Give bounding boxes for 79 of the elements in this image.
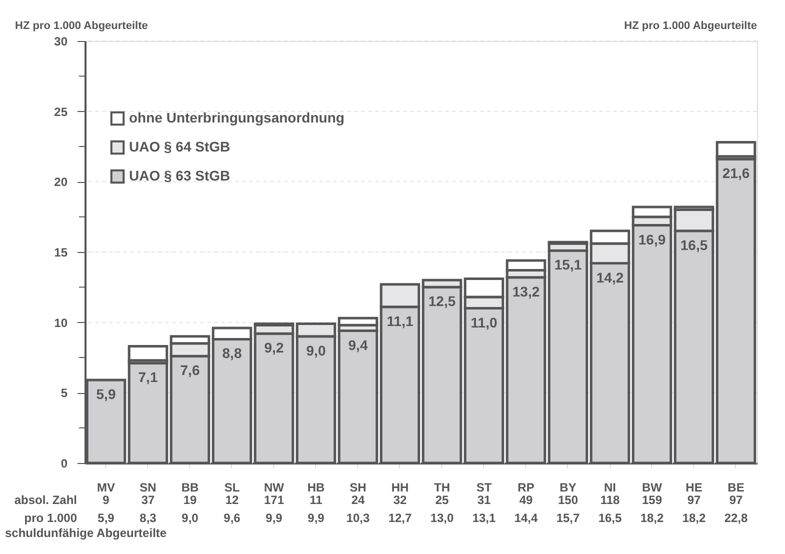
text: 12,7 [388,511,412,525]
text: 32 [393,493,407,507]
x-tick-label: BY [560,480,576,494]
x-tick-label: RP [518,480,534,494]
text: 16,5 [598,511,622,525]
x-tick-label: NI [604,480,616,494]
y2-axis-title: HZ pro 1.000 Abgeurteilte [624,20,757,32]
y-tick-label: 5 [60,386,68,400]
text: 37 [141,493,155,507]
text: 22,8 [724,511,748,525]
text: 9 [102,493,110,507]
data-label: 7,1 [138,369,158,386]
x-tick-label: TH [434,480,450,494]
data-label: 16,5 [680,236,708,253]
text: 9,0 [182,511,199,525]
text: pro 1.000 [24,511,78,525]
text: 118 [600,493,620,507]
y-tick-label: 0 [60,456,68,470]
text: 97 [729,493,743,507]
data-label: 11,0 [470,314,498,330]
data-label: 9,0 [306,342,326,358]
y-axis-title: HZ pro 1.000 Abgeurteilte [15,20,148,32]
text: 9,9 [266,511,283,525]
x-tick-label: SL [224,480,240,494]
text: 5,9 [98,511,115,525]
legend-label: UAO § 64 StGB [129,138,230,154]
data-label: 5,9 [96,386,116,402]
x-tick-label: BW [642,480,663,494]
data-label: 13,2 [512,283,540,300]
text: 11 [310,493,323,507]
text: 31 [477,493,491,507]
legend-label: UAO § 63 StGB [129,168,230,184]
text: 10,3 [346,511,370,525]
y-tick-label: 30 [54,34,68,48]
text: 9,9 [308,511,325,525]
text: absol. Zahl [14,493,77,507]
text: 25 [435,493,449,507]
data-label: 16,9 [638,231,666,248]
text: 18,2 [682,511,706,525]
y-tick-label: 20 [54,175,68,190]
text: 171 [264,493,284,507]
text: schuldunfähige Abgeurteilte [5,526,167,540]
data-label: 12,5 [428,293,456,310]
y-tick-label: 25 [54,104,68,119]
y-tick-label: 15 [54,246,68,260]
text: 18,2 [640,511,664,525]
text: 159 [642,493,662,507]
text: 150 [558,493,578,507]
text: 12 [225,493,239,507]
y-tick-label: 10 [54,316,68,330]
data-label: 11,1 [386,312,414,329]
x-tick-label: BB [181,480,199,494]
x-tick-label: MV [97,480,115,494]
text: 24 [351,493,365,507]
text: 13,0 [430,511,454,525]
x-tick-label: ST [476,480,492,494]
x-tick-label: SH [350,480,366,494]
data-label: 14,2 [596,269,624,286]
x-tick-label: NW [264,480,285,494]
data-label: 21,6 [722,165,750,182]
text: 14,4 [514,511,538,525]
data-label: 15,1 [554,256,582,273]
text: 9,6 [224,511,241,525]
text: 19 [183,493,197,507]
x-tick-label: HE [686,480,702,494]
legend-label: ohne Unterbringungsanordnung [129,110,344,126]
data-label: 8,8 [222,345,242,362]
text: 15,7 [556,511,580,525]
data-label: 7,6 [180,362,200,378]
text: 13,1 [472,511,496,525]
data-label: 9,2 [264,340,284,356]
data-label: 9,4 [348,336,368,353]
x-tick-label: HB [307,480,325,494]
text: 49 [519,493,533,507]
x-tick-label: BE [728,480,744,494]
x-tick-label: SN [140,480,156,494]
x-tick-label: HH [391,480,409,494]
text: 8,3 [140,511,157,525]
text: 97 [687,493,701,507]
